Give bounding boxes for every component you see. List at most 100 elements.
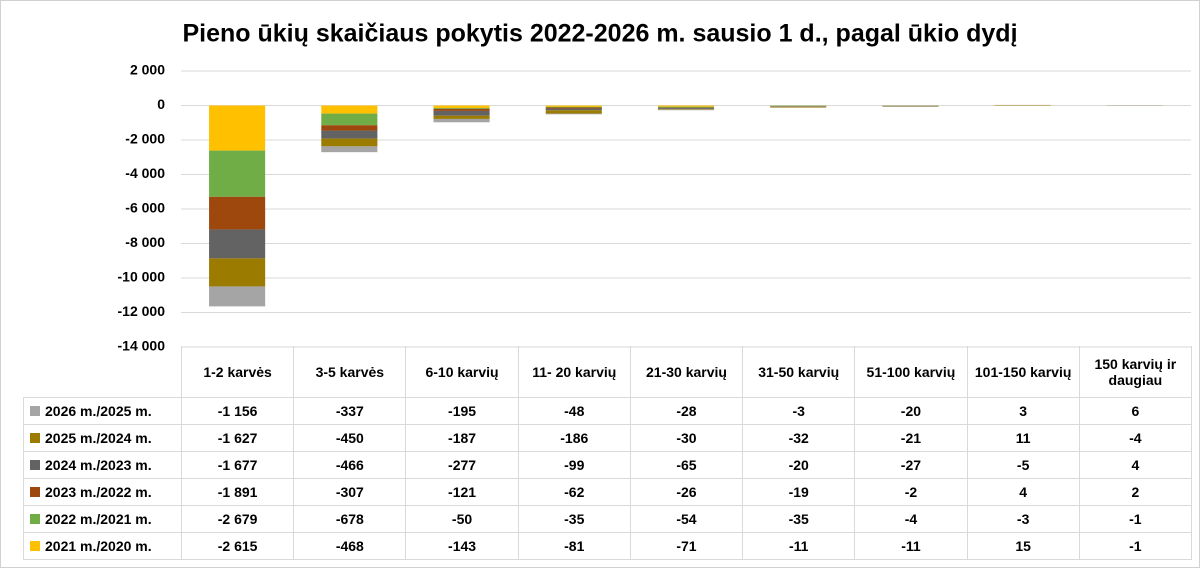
y-tick-label: -12 000	[118, 303, 166, 319]
category-label: 21-30 karvių	[629, 346, 744, 398]
bar-segment	[321, 130, 378, 139]
table-value: -5	[966, 451, 1080, 479]
table-value: -54	[629, 505, 744, 533]
category-label: 31-50 karvių	[742, 346, 856, 398]
table-value: -1 156	[180, 397, 295, 425]
category-label: 3-5 karvės	[293, 346, 407, 398]
bar-segment	[209, 258, 266, 287]
legend-swatch	[30, 541, 40, 551]
table-value: 2	[1078, 478, 1192, 506]
table-value: -307	[293, 478, 407, 506]
bar-segment	[770, 105, 827, 107]
legend-entry: 2021 m./2020 m.	[23, 532, 182, 560]
bar-segment	[209, 150, 266, 197]
table-value: -50	[405, 505, 519, 533]
bar-segment	[321, 113, 378, 126]
table-value: -277	[405, 451, 519, 479]
bar-segment	[545, 107, 602, 109]
bar-segment	[433, 118, 490, 123]
table-value: 15	[966, 532, 1080, 560]
legend-label: 2022 m./2021 m.	[45, 511, 152, 527]
legend-swatch	[30, 514, 40, 524]
category-label: 150 karvių ir daugiau	[1078, 346, 1192, 398]
legend-label: 2023 m./2022 m.	[45, 484, 152, 500]
bar-segment	[209, 286, 266, 307]
table-value: -2 615	[180, 532, 295, 560]
bar-segment	[433, 105, 490, 108]
table-value: -26	[629, 478, 744, 506]
table-value: 3	[966, 397, 1080, 425]
table-value: -71	[629, 532, 744, 560]
y-tick-label: -8 000	[125, 234, 165, 250]
table-value: -4	[854, 505, 968, 533]
bar-segment	[433, 107, 490, 109]
table-value: -62	[517, 478, 631, 506]
bar-segment	[433, 115, 490, 119]
table-value: -21	[854, 424, 968, 452]
y-tick-label: -2 000	[125, 131, 165, 147]
category-label: 11- 20 karvių	[517, 346, 631, 398]
table-value: -121	[405, 478, 519, 506]
table-value: -466	[293, 451, 407, 479]
y-tick-label: -10 000	[118, 269, 166, 285]
series-row: 2023 m./2022 m. -1 891 -307 -121 -62 -26 -19 -2…	[23, 478, 1192, 506]
legend-swatch	[30, 460, 40, 470]
legend-entry: 2025 m./2024 m.	[23, 424, 182, 452]
table-value: -28	[629, 397, 744, 425]
y-tick-label: -6 000	[125, 200, 165, 216]
legend-entry: 2023 m./2022 m.	[23, 478, 182, 506]
legend-label: 2025 m./2024 m.	[45, 430, 152, 446]
table-value: -19	[742, 478, 856, 506]
table-value: -143	[405, 532, 519, 560]
legend-entry: 2022 m./2021 m.	[23, 505, 182, 533]
legend-swatch	[30, 487, 40, 497]
bar-segment	[321, 125, 378, 131]
table-value: -65	[629, 451, 744, 479]
table-value: -450	[293, 424, 407, 452]
category-label: 51-100 karvių	[854, 346, 968, 398]
legend-swatch	[30, 433, 40, 443]
table-value: -187	[405, 424, 519, 452]
table-value: -468	[293, 532, 407, 560]
table-value: -32	[742, 424, 856, 452]
chart-title: Pieno ūkių skaičiaus pokytis 2022-2026 m…	[182, 20, 1017, 48]
y-tick-label: 0	[157, 96, 165, 112]
bar-segment	[545, 106, 602, 108]
bar-segment	[770, 106, 827, 108]
bar-segment	[545, 108, 602, 111]
table-value: -3	[966, 505, 1080, 533]
table-value: -30	[629, 424, 744, 452]
bar-segment	[433, 108, 490, 111]
table-value: -20	[854, 397, 968, 425]
y-tick-label: -4 000	[125, 165, 165, 181]
bar-segment	[657, 108, 715, 110]
table-value: -20	[742, 451, 856, 479]
table-value: -1	[1078, 505, 1192, 533]
table-value: -1 891	[180, 478, 295, 506]
bar-segment	[321, 146, 378, 153]
table-value: -11	[742, 532, 856, 560]
category-label: 6-10 karvių	[405, 346, 519, 398]
category-label: 1-2 karvės	[180, 346, 295, 398]
table-value: -99	[517, 451, 631, 479]
table-value: -1	[1078, 532, 1192, 560]
table-value: -2	[854, 478, 968, 506]
header-row: 1-2 karvės 3-5 karvės 6-10 karvių 11- 20 ka…	[23, 346, 1192, 398]
bar-segment	[545, 110, 602, 114]
bar-segment	[321, 138, 378, 147]
series-row: 2022 m./2021 m. -2 679 -678 -50 -35 -54 -35 -4-…	[23, 505, 1192, 533]
bar-segment	[209, 105, 266, 151]
series-row: 2025 m./2024 m. -1 627 -450 -187 -186 -30 -32-…	[23, 424, 1192, 452]
bar-segment	[545, 113, 602, 115]
legend-swatch	[30, 406, 40, 416]
series-row: 2024 m./2023 m. -1 677 -466 -277 -99 -65 -20 -2…	[23, 451, 1192, 479]
bar-segment	[209, 196, 266, 230]
table-value: 4	[966, 478, 1080, 506]
bar-segment	[321, 105, 378, 114]
table-value: -2 679	[180, 505, 295, 533]
legend-label: 2021 m./2020 m.	[45, 538, 152, 554]
y-tick-label: 2 000	[130, 62, 165, 78]
table-value: -27	[854, 451, 968, 479]
